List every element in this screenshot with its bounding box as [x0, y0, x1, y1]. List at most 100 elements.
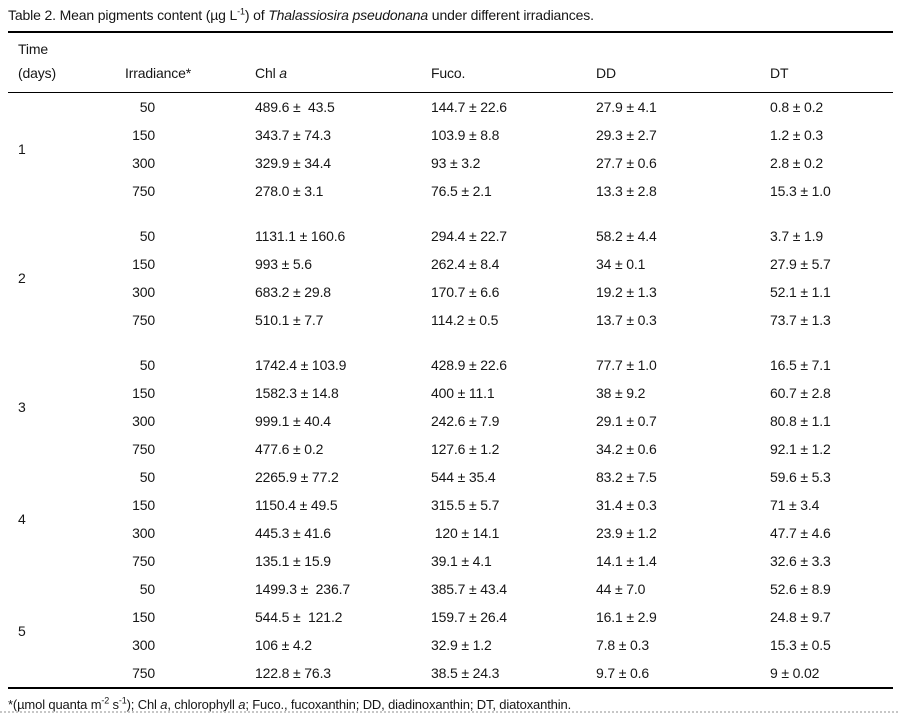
value-cell: 315.5 ± 5.7 — [431, 497, 500, 513]
irradiance-cell: 50 — [107, 93, 237, 122]
value-cell: 445.3 ± 41.6 — [255, 525, 331, 541]
value-cell: 23.9 ± 1.2 — [596, 525, 657, 541]
value-cell: 159.7 ± 26.4 — [431, 609, 507, 625]
col-header-dt: DT — [752, 32, 893, 93]
table-row: 750 278.0 ± 3.1 76.5 ± 2.1 13.3 ± 2.8 15.3 ±… — [8, 177, 893, 205]
value-cell: 278.0 ± 3.1 — [255, 183, 324, 199]
value-cell: 1.2 ± 0.3 — [770, 127, 824, 143]
value-cell: 29.1 ± 0.7 — [596, 413, 657, 429]
irradiance-cell: 150 — [107, 603, 237, 631]
table-row: 150 1582.3 ± 14.8 400 ± 11.1 38 ± 9.2 60.7 ±… — [8, 379, 893, 407]
value-cell: 1582.3 ± 14.8 — [255, 385, 339, 401]
day-label-cell: 1 — [18, 141, 26, 157]
irradiance-cell: 50 — [107, 463, 237, 491]
value-cell: 329.9 ± 34.4 — [255, 155, 331, 171]
irradiance-value: 300 — [132, 155, 155, 171]
value-cell: 0.8 ± 0.2 — [770, 99, 824, 115]
value-cell: 242.6 ± 7.9 — [431, 413, 500, 429]
col-header-time: Time (days) — [8, 32, 107, 93]
col-header-irradiance: Irradiance* — [107, 32, 237, 93]
value-cell: 52.6 ± 8.9 — [770, 581, 831, 597]
value-cell: 38.5 ± 24.3 — [431, 665, 500, 681]
irradiance-cell: 750 — [107, 547, 237, 575]
irradiance-value: 300 — [132, 284, 155, 300]
irradiance-value: 750 — [132, 312, 155, 328]
value-cell: 31.4 ± 0.3 — [596, 497, 657, 513]
value-cell: 76.5 ± 2.1 — [431, 183, 492, 199]
table-row: 150 993 ± 5.6 262.4 ± 8.4 34 ± 0.1 27.9 ± 5.… — [8, 250, 893, 278]
value-cell: 170.7 ± 6.6 — [431, 284, 500, 300]
irradiance-cell: 150 — [107, 491, 237, 519]
value-cell: 114.2 ± 0.5 — [431, 312, 499, 328]
table-row: 750 477.6 ± 0.2 127.6 ± 1.2 34.2 ± 0.6 92.1 … — [8, 435, 893, 463]
value-cell: 127.6 ± 1.2 — [431, 441, 500, 457]
value-cell: 58.2 ± 4.4 — [596, 228, 657, 244]
table-row: 150 544.5 ± 121.2 159.7 ± 26.4 16.1 ± 2.9 24… — [8, 603, 893, 631]
value-cell: 71 ± 3.4 — [770, 497, 820, 513]
value-cell: 489.6 ± 43.5 — [255, 99, 335, 115]
value-cell: 92.1 ± 1.2 — [770, 441, 831, 457]
irradiance-cell: 150 — [107, 379, 237, 407]
col-header-dd: DD — [578, 32, 752, 93]
pigments-table: Time (days) Irradiance* Chl a Fuco. DD DT… — [8, 31, 893, 689]
value-cell: 83.2 ± 7.5 — [596, 469, 657, 485]
irradiance-value: 150 — [132, 497, 155, 513]
irradiance-cell: 750 — [107, 306, 237, 334]
value-cell: 27.7 ± 0.6 — [596, 155, 657, 171]
value-cell: 24.8 ± 9.7 — [770, 609, 831, 625]
value-cell: 14.1 ± 1.4 — [596, 553, 657, 569]
value-cell: 29.3 ± 2.7 — [596, 127, 657, 143]
day-label-cell: 4 — [18, 511, 26, 527]
value-cell: 13.3 ± 2.8 — [596, 183, 657, 199]
irradiance-value: 50 — [139, 99, 155, 115]
irradiance-cell: 300 — [107, 278, 237, 306]
irradiance-value: 750 — [132, 553, 155, 569]
value-cell: 999.1 ± 40.4 — [255, 413, 331, 429]
spacer-row — [8, 205, 893, 222]
value-cell: 120 ± 14.1 — [431, 525, 500, 541]
irradiance-cell: 150 — [107, 250, 237, 278]
table-row: 300 999.1 ± 40.4 242.6 ± 7.9 29.1 ± 0.7 80.8… — [8, 407, 893, 435]
table-row: 750 122.8 ± 76.3 38.5 ± 24.3 9.7 ± 0.6 9 ± 0… — [8, 659, 893, 688]
scan-artifact-dotted-line — [0, 711, 898, 713]
value-cell: 343.7 ± 74.3 — [255, 127, 331, 143]
day-label-cell: 3 — [18, 399, 26, 415]
table-row: 300 329.9 ± 34.4 93 ± 3.2 27.7 ± 0.6 2.8 ± 0… — [8, 149, 893, 177]
irradiance-value: 150 — [132, 609, 155, 625]
irradiance-cell: 150 — [107, 121, 237, 149]
value-cell: 60.7 ± 2.8 — [770, 385, 831, 401]
value-cell: 80.8 ± 1.1 — [770, 413, 831, 429]
irradiance-value: 50 — [139, 228, 155, 244]
table-row: 150 343.7 ± 74.3 103.9 ± 8.8 29.3 ± 2.7 1.2 … — [8, 121, 893, 149]
value-cell: 144.7 ± 22.6 — [431, 99, 507, 115]
irradiance-cell: 300 — [107, 519, 237, 547]
value-cell: 2265.9 ± 77.2 — [255, 469, 339, 485]
value-cell: 103.9 ± 8.8 — [431, 127, 500, 143]
value-cell: 477.6 ± 0.2 — [255, 441, 324, 457]
value-cell: 38 ± 9.2 — [596, 385, 646, 401]
table-row: 4 50 2265.9 ± 77.2 544 ± 35.4 83.2 ± 7.5 59.6… — [8, 463, 893, 527]
col-header-chl-a: Chl a — [237, 32, 413, 93]
value-cell: 52.1 ± 1.1 — [770, 284, 831, 300]
table-row: 150 1150.4 ± 49.5 315.5 ± 5.7 31.4 ± 0.3 71 … — [8, 491, 893, 519]
irradiance-value: 150 — [132, 385, 155, 401]
table-caption: Table 2. Mean pigments content (µg L-1) … — [8, 6, 594, 23]
value-cell: 2.8 ± 0.2 — [770, 155, 824, 171]
irradiance-cell: 750 — [107, 659, 237, 688]
value-cell: 16.5 ± 7.1 — [770, 357, 831, 373]
spacer-row — [8, 334, 893, 351]
value-cell: 77.7 ± 1.0 — [596, 357, 657, 373]
value-cell: 34.2 ± 0.6 — [596, 441, 657, 457]
value-cell: 34 ± 0.1 — [596, 256, 646, 272]
table-row: 300 445.3 ± 41.6 120 ± 14.1 23.9 ± 1.2 47.7… — [8, 519, 893, 547]
value-cell: 993 ± 5.6 — [255, 256, 312, 272]
table-row: 750 510.1 ± 7.7 114.2 ± 0.5 13.7 ± 0.3 73.7 … — [8, 306, 893, 334]
value-cell: 510.1 ± 7.7 — [255, 312, 324, 328]
value-cell: 400 ± 11.1 — [431, 385, 495, 401]
value-cell: 47.7 ± 4.6 — [770, 525, 831, 541]
irradiance-value: 300 — [132, 413, 155, 429]
day-label-cell: 5 — [18, 623, 26, 639]
value-cell: 7.8 ± 0.3 — [596, 637, 650, 653]
value-cell: 1131.1 ± 160.6 — [255, 228, 346, 244]
